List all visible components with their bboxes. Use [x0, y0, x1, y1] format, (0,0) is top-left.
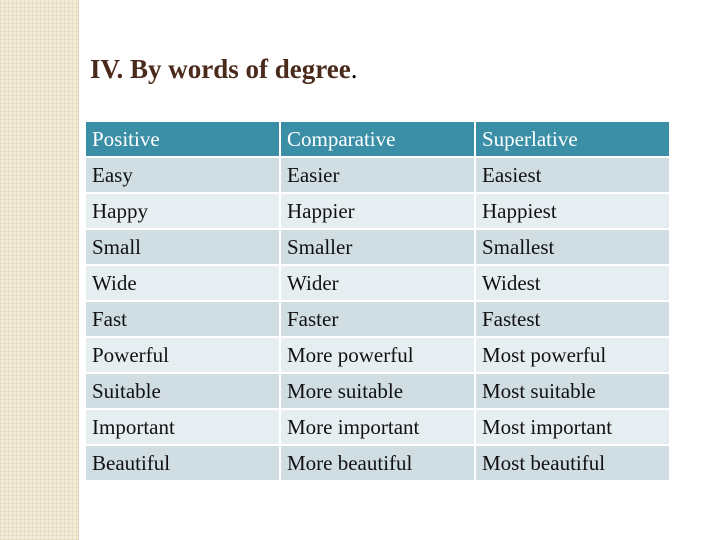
cell-positive: Small: [86, 230, 279, 264]
table-row: Easy Easier Easiest: [86, 158, 669, 192]
cell-positive: Fast: [86, 302, 279, 336]
slide-title-text: IV. By words of degree: [90, 54, 351, 84]
slide-title: IV. By words of degree.: [90, 54, 358, 85]
cell-comparative: Wider: [281, 266, 474, 300]
cell-superlative: Most important: [476, 410, 669, 444]
cell-superlative: Fastest: [476, 302, 669, 336]
cell-superlative: Widest: [476, 266, 669, 300]
cell-superlative: Most beautiful: [476, 446, 669, 480]
table-row: Suitable More suitable Most suitable: [86, 374, 669, 408]
table-row: Small Smaller Smallest: [86, 230, 669, 264]
cell-superlative: Most suitable: [476, 374, 669, 408]
table-row: Happy Happier Happiest: [86, 194, 669, 228]
cell-comparative: More important: [281, 410, 474, 444]
cell-comparative: Happier: [281, 194, 474, 228]
table-header-row: Positive Comparative Superlative: [86, 122, 669, 156]
table-row: Fast Faster Fastest: [86, 302, 669, 336]
cell-comparative: More powerful: [281, 338, 474, 372]
slide-title-period: .: [350, 54, 358, 84]
header-superlative: Superlative: [476, 122, 669, 156]
cell-comparative: Easier: [281, 158, 474, 192]
header-comparative: Comparative: [281, 122, 474, 156]
table-row: Powerful More powerful Most powerful: [86, 338, 669, 372]
degree-table: Positive Comparative Superlative Easy Ea…: [84, 120, 671, 482]
cell-positive: Wide: [86, 266, 279, 300]
cell-positive: Easy: [86, 158, 279, 192]
cell-superlative: Most powerful: [476, 338, 669, 372]
cell-positive: Suitable: [86, 374, 279, 408]
cell-superlative: Smallest: [476, 230, 669, 264]
cell-comparative: More beautiful: [281, 446, 474, 480]
cell-comparative: More suitable: [281, 374, 474, 408]
cell-comparative: Faster: [281, 302, 474, 336]
decorative-side-band: [0, 0, 78, 540]
cell-positive: Beautiful: [86, 446, 279, 480]
table-row: Beautiful More beautiful Most beautiful: [86, 446, 669, 480]
cell-positive: Important: [86, 410, 279, 444]
cell-comparative: Smaller: [281, 230, 474, 264]
table-row: Important More important Most important: [86, 410, 669, 444]
header-positive: Positive: [86, 122, 279, 156]
cell-superlative: Easiest: [476, 158, 669, 192]
cell-positive: Powerful: [86, 338, 279, 372]
side-band-divider: [78, 0, 79, 540]
cell-positive: Happy: [86, 194, 279, 228]
table-row: Wide Wider Widest: [86, 266, 669, 300]
cell-superlative: Happiest: [476, 194, 669, 228]
